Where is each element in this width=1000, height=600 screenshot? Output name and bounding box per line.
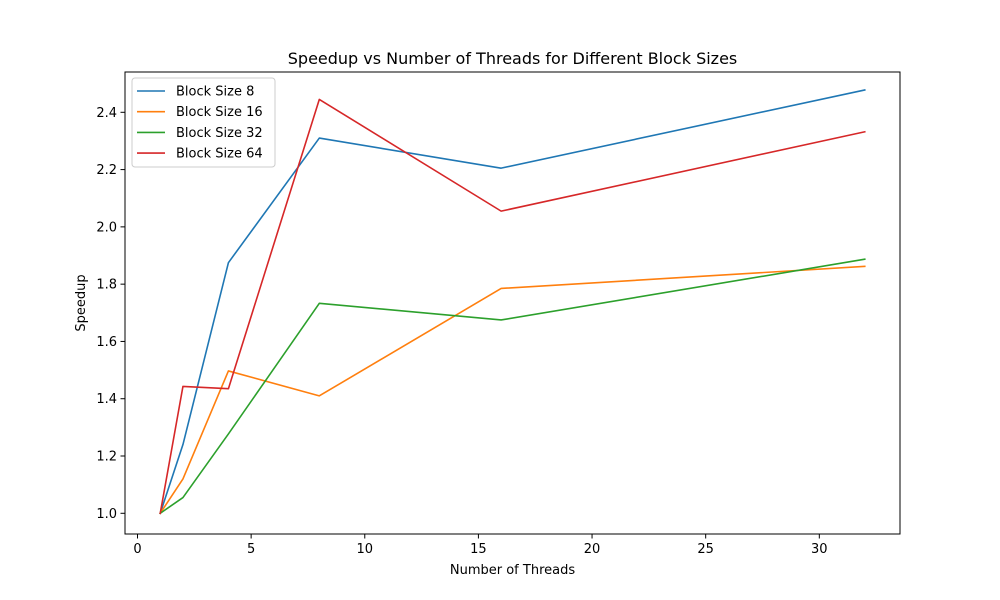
x-axis: 0 5 10 15 20 25 30: [133, 534, 828, 557]
series-line-block-size-16: [159, 265, 866, 515]
y-axis: 1.0 1.2 1.4 1.6 1.8 2.0 2.2 2.4: [96, 106, 125, 522]
x-tick-label: 20: [584, 542, 601, 557]
y-tick-label: 1.8: [96, 278, 117, 293]
y-axis-label: Speedup: [74, 274, 89, 331]
chart-title: Speedup vs Number of Threads for Differe…: [288, 49, 738, 68]
y-tick-label: 2.0: [96, 220, 117, 235]
legend-label-block-size-64: Block Size 64: [176, 147, 263, 162]
x-axis-label: Number of Threads: [450, 563, 575, 578]
y-tick-label: 1.0: [96, 507, 117, 522]
y-tick-label: 1.2: [96, 450, 117, 465]
x-tick-label: 30: [811, 542, 828, 557]
x-tick-label: 0: [133, 542, 141, 557]
y-tick-label: 1.6: [96, 335, 117, 350]
y-tick-label: 2.4: [96, 106, 117, 121]
plot-frame: [124, 71, 901, 535]
legend-label-block-size-32: Block Size 32: [176, 126, 263, 141]
legend: Block Size 8 Block Size 16 Block Size 32 Bl…: [131, 77, 276, 168]
y-tick-label: 2.2: [96, 163, 117, 178]
series-line-block-size-8: [159, 89, 866, 515]
legend-label-block-size-8: Block Size 8: [176, 85, 254, 100]
y-tick-label: 1.4: [96, 392, 117, 407]
legend-label-block-size-16: Block Size 16: [176, 105, 263, 120]
series-line-block-size-32: [159, 258, 866, 515]
x-tick-label: 15: [470, 542, 487, 557]
x-tick-label: 10: [356, 542, 373, 557]
legend-box: [131, 77, 276, 168]
x-tick-label: 25: [697, 542, 714, 557]
x-tick-label: 5: [247, 542, 255, 557]
series-line-block-size-64: [159, 98, 866, 515]
series-layer: [159, 89, 866, 515]
plot-area: [124, 71, 901, 535]
